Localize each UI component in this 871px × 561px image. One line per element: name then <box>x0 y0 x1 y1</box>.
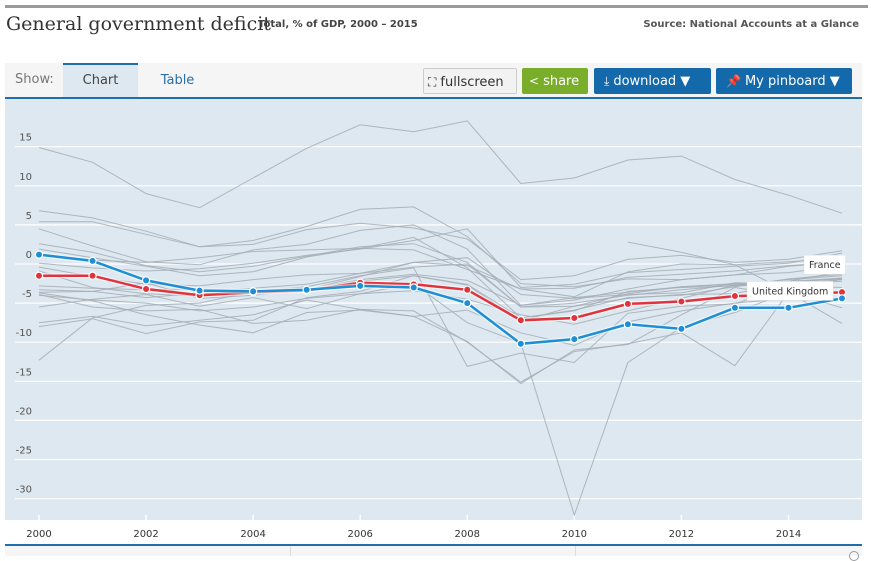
x-tick-label: 2002 <box>133 529 158 540</box>
data-point-france <box>516 316 526 325</box>
expand-icon: ⛶ <box>428 75 437 89</box>
data-point-united-kingdom <box>248 287 258 296</box>
series-line-country-i <box>38 228 843 289</box>
pin-icon: 📌 <box>726 74 741 88</box>
data-point-france <box>623 299 633 309</box>
x-tick-label: 2008 <box>455 529 480 540</box>
data-point-france <box>570 313 579 323</box>
series-line-country-r <box>38 267 843 367</box>
toolbar: Show: Chart Table ⛶ fullscreen < share ⤓ do… <box>5 63 862 99</box>
page-subtitle: Total, % of GDP, 2000 – 2015 <box>258 19 418 30</box>
chart-area: 15 10 5 0 -5 -10 -15 -20 -25 -30 France United King… <box>5 99 862 520</box>
header-rule <box>5 5 868 8</box>
series-label-france: France <box>803 254 846 275</box>
data-point-united-kingdom <box>516 339 526 348</box>
share-icon: < <box>529 74 540 88</box>
series-line-country-e <box>38 224 843 306</box>
data-point-united-kingdom <box>623 320 633 329</box>
x-tick-label: 2006 <box>347 529 372 540</box>
series-line-france <box>39 274 843 322</box>
x-tick-label: 2004 <box>240 529 265 540</box>
series-line-country-u <box>38 291 843 346</box>
download-icon: ⤓ <box>604 74 610 88</box>
footer-divider <box>290 546 291 556</box>
footer-bar <box>5 546 862 556</box>
y-tick-label: -15 <box>16 367 32 378</box>
y-tick-label: -10 <box>16 328 32 339</box>
fullscreen-button[interactable]: ⛶ fullscreen <box>423 68 517 94</box>
data-point-united-kingdom <box>195 286 204 295</box>
share-button[interactable]: < share <box>522 68 588 94</box>
x-tick-label: 2010 <box>562 529 587 540</box>
y-tick-label: 0 <box>26 250 32 261</box>
data-point-france <box>141 284 151 294</box>
data-point-united-kingdom <box>837 294 847 303</box>
data-point-united-kingdom <box>677 324 686 334</box>
data-point-united-kingdom <box>784 303 793 312</box>
fullscreen-label: fullscreen <box>440 75 504 90</box>
data-point-united-kingdom <box>463 298 472 308</box>
data-point-united-kingdom <box>302 285 311 295</box>
x-axis: 2000 2002 2004 2006 2008 2010 2012 2014 <box>5 520 862 546</box>
data-point-united-kingdom <box>34 250 44 259</box>
series-line-country-d <box>39 221 843 281</box>
series-label-text: United Kingdom <box>752 286 828 297</box>
series-line-country-n <box>38 291 843 383</box>
data-point-france <box>463 285 472 295</box>
data-point-united-kingdom <box>88 256 97 266</box>
series-line-country-o <box>38 286 843 385</box>
show-label: Show: <box>15 72 54 87</box>
series-line-country-c <box>38 206 843 288</box>
data-point-france <box>88 271 97 280</box>
x-tick-label: 2012 <box>669 529 694 540</box>
series-line-country-m <box>38 257 843 299</box>
series-line-country-l <box>38 271 843 306</box>
data-point-france <box>677 297 686 306</box>
x-axis-labels: 2000 2002 2004 2006 2008 2010 2012 2014 <box>26 529 801 540</box>
source-link[interactable]: Source: National Accounts at a Glance <box>643 19 859 30</box>
series-line-country-b <box>199 120 843 214</box>
series-label-text: France <box>809 260 841 271</box>
download-button[interactable]: ⤓ download ▼ <box>594 68 711 94</box>
tab-table[interactable]: Table <box>160 73 195 88</box>
data-point-united-kingdom <box>730 303 740 312</box>
download-label: download ▼ <box>613 74 691 89</box>
page-title: General government deficit <box>6 13 271 35</box>
pinboard-button[interactable]: 📌 My pinboard ▼ <box>716 68 852 94</box>
y-tick-label: -25 <box>16 446 32 457</box>
data-point-united-kingdom <box>570 334 579 344</box>
share-label: share <box>543 74 580 89</box>
info-icon[interactable] <box>849 551 859 561</box>
y-tick-label: -30 <box>16 485 32 496</box>
x-tick-label: 2000 <box>26 529 51 540</box>
data-point-france <box>34 271 44 280</box>
series-label-box <box>746 281 834 301</box>
y-tick-label: 10 <box>19 172 32 183</box>
footer-divider <box>575 546 576 556</box>
data-point-france <box>730 291 740 301</box>
series-label-box <box>803 254 846 275</box>
pinboard-label: My pinboard ▼ <box>744 74 840 89</box>
y-tick-label: 5 <box>26 211 32 222</box>
series-line-country-g <box>38 236 843 319</box>
series-line-united-kingdom <box>38 253 843 346</box>
x-tick-label: 2014 <box>776 529 801 540</box>
y-tick-label: -5 <box>22 289 32 300</box>
line-chart: 15 10 5 0 -5 -10 -15 -20 -25 -30 France United King… <box>15 120 862 520</box>
data-point-united-kingdom <box>409 283 418 292</box>
data-point-united-kingdom <box>141 276 151 285</box>
y-tick-label: -20 <box>16 406 32 417</box>
data-point-united-kingdom <box>356 281 365 291</box>
y-tick-label: 15 <box>19 133 32 144</box>
series-line-country-a <box>38 147 200 209</box>
series-label-united-kingdom: United Kingdom <box>746 281 834 301</box>
tab-chart[interactable]: Chart <box>63 63 138 97</box>
